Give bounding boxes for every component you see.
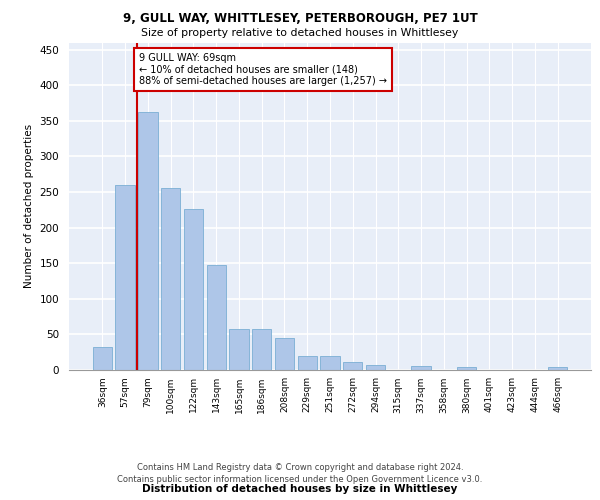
Bar xyxy=(115,185,135,370)
Bar xyxy=(275,338,294,370)
Bar xyxy=(93,346,112,370)
Text: Size of property relative to detached houses in Whittlesey: Size of property relative to detached ho… xyxy=(142,28,458,38)
Y-axis label: Number of detached properties: Number of detached properties xyxy=(24,124,34,288)
Bar xyxy=(366,365,385,370)
Bar xyxy=(206,264,226,370)
Bar xyxy=(320,356,340,370)
Bar xyxy=(548,367,567,370)
Bar xyxy=(184,209,203,370)
Text: 9 GULL WAY: 69sqm
← 10% of detached houses are smaller (148)
88% of semi-detache: 9 GULL WAY: 69sqm ← 10% of detached hous… xyxy=(139,53,387,86)
Bar xyxy=(229,330,248,370)
Text: Distribution of detached houses by size in Whittlesey: Distribution of detached houses by size … xyxy=(142,484,458,494)
Bar xyxy=(161,188,181,370)
Bar xyxy=(412,366,431,370)
Bar xyxy=(298,356,317,370)
Bar xyxy=(457,367,476,370)
Text: Contains HM Land Registry data © Crown copyright and database right 2024.: Contains HM Land Registry data © Crown c… xyxy=(137,464,463,472)
Bar xyxy=(252,330,271,370)
Text: Contains public sector information licensed under the Open Government Licence v3: Contains public sector information licen… xyxy=(118,474,482,484)
Bar xyxy=(138,112,158,370)
Text: 9, GULL WAY, WHITTLESEY, PETERBOROUGH, PE7 1UT: 9, GULL WAY, WHITTLESEY, PETERBOROUGH, P… xyxy=(122,12,478,26)
Bar xyxy=(343,362,362,370)
